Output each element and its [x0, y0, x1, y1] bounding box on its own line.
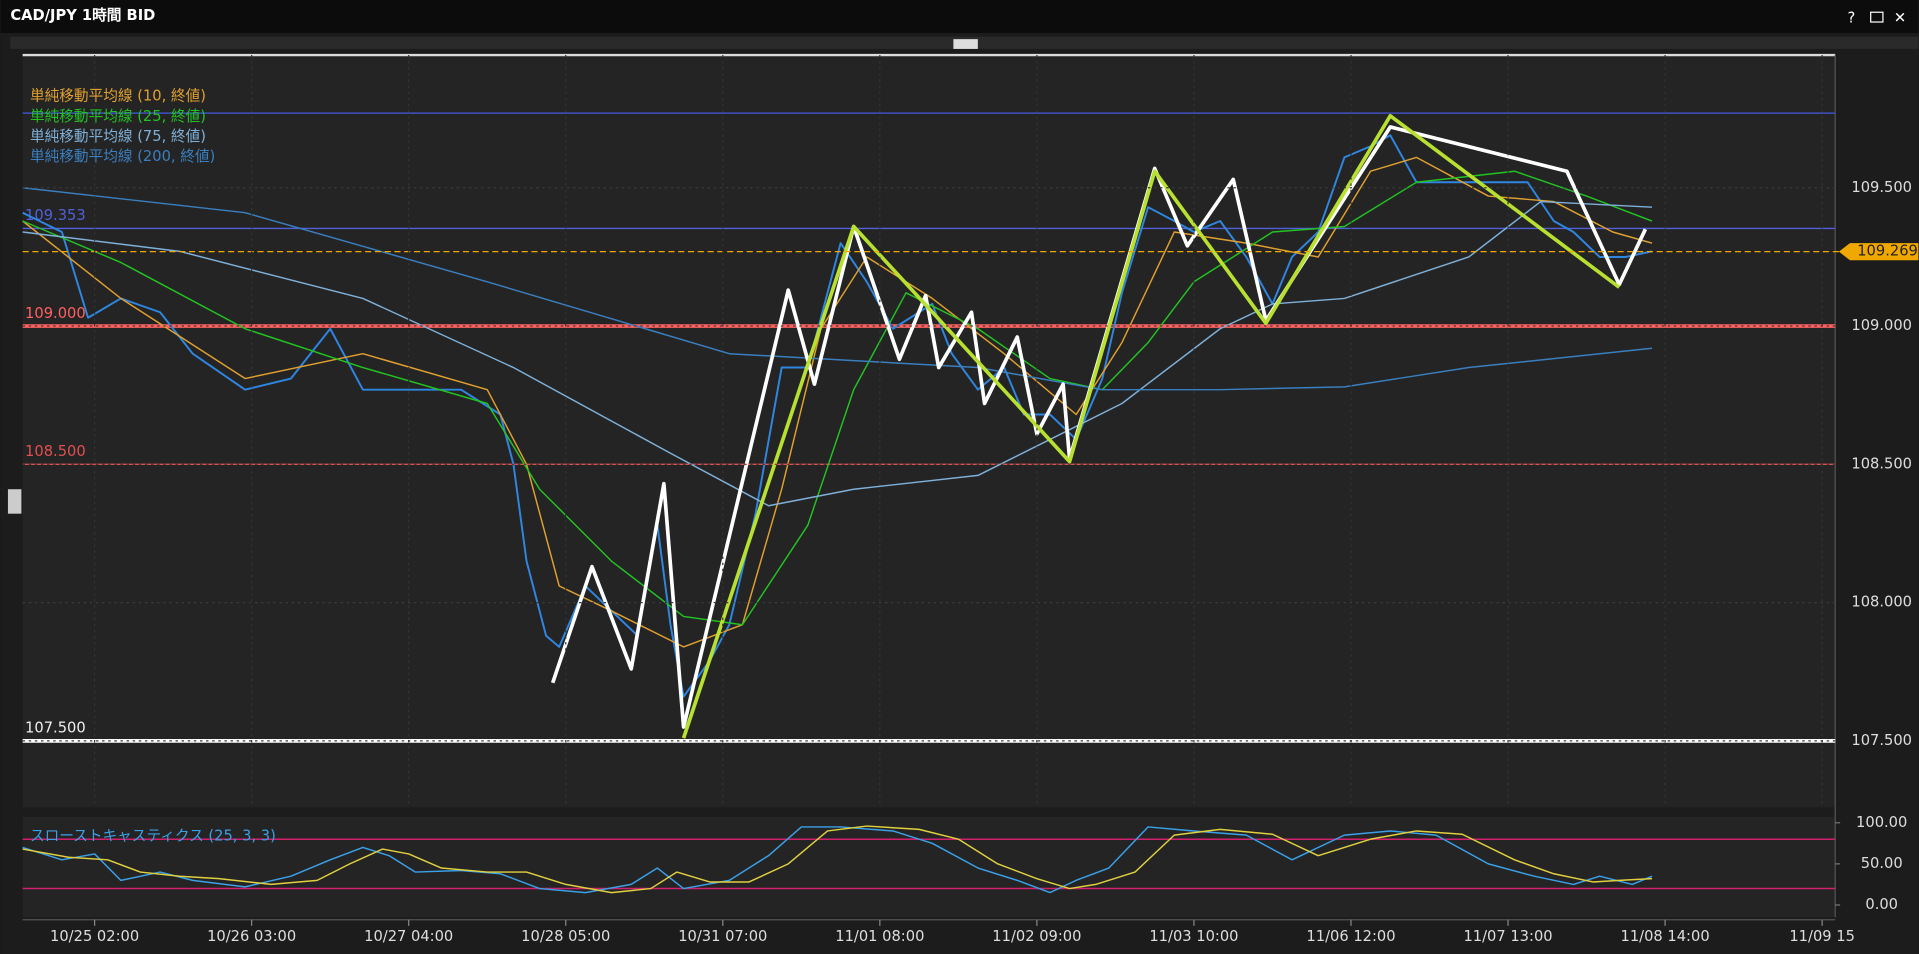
x-tick-label: 10/26 03:00 [207, 928, 296, 945]
x-tick-label: 11/02 09:00 [992, 928, 1081, 945]
legend-entry: 単純移動平均線 (10, 終値) [30, 88, 206, 105]
last-price-box [1838, 243, 1919, 261]
x-tick-label: 10/25 02:00 [50, 928, 139, 945]
x-tick-label: 11/09 15 [1789, 928, 1855, 945]
y-tick-label: 0.00 [1865, 896, 1898, 913]
x-tick-label: 10/27 04:00 [364, 928, 453, 945]
series-line [22, 170, 1653, 626]
series-line [22, 826, 1653, 894]
window-title: CAD/JPY 1時間 BID [10, 6, 155, 24]
main-plot [22, 55, 1836, 808]
series-line [22, 825, 1653, 894]
legend-entry: 単純移動平均線 (200, 終値) [30, 148, 215, 165]
y-tick-label: 108.500 [1851, 455, 1912, 472]
close-button[interactable]: ✕ [1894, 9, 1906, 26]
level-label: 109.353 [25, 207, 86, 224]
x-tick-label: 10/28 05:00 [521, 928, 610, 945]
maximize-button[interactable] [1870, 11, 1884, 23]
help-button[interactable]: ? [1847, 9, 1855, 26]
series-line [22, 187, 1653, 391]
y-tick-label: 109.000 [1851, 317, 1912, 334]
y-tick-label: 109.500 [1851, 179, 1912, 196]
level-label: 107.500 [25, 720, 86, 737]
collapse-button[interactable] [953, 39, 978, 49]
y-tick-label: 107.500 [1851, 732, 1912, 749]
x-tick-label: 11/07 13:00 [1463, 928, 1552, 945]
last-price-label: 109.269 [1857, 243, 1918, 260]
series-line [22, 200, 1653, 507]
x-tick-label: 11/01 08:00 [835, 928, 924, 945]
y-tick-label: 100.00 [1856, 814, 1907, 831]
y-tick-label: 108.000 [1851, 594, 1912, 611]
indicator-title: スローストキャスティクス (25, 3, 3) [30, 828, 276, 845]
title-bar [0, 0, 1919, 34]
x-tick-label: 11/03 10:00 [1149, 928, 1238, 945]
level-label: 108.500 [25, 443, 86, 460]
x-tick-label: 11/06 12:00 [1306, 928, 1395, 945]
side-handle[interactable] [7, 489, 22, 514]
level-label: 109.000 [25, 305, 86, 322]
zigzag-line [681, 113, 1621, 739]
y-tick-label: 50.00 [1861, 855, 1903, 872]
x-tick-label: 11/08 14:00 [1621, 928, 1710, 945]
x-tick-label: 10/31 07:00 [678, 928, 767, 945]
legend-entry: 単純移動平均線 (25, 終値) [30, 108, 206, 125]
legend-entry: 単純移動平均線 (75, 終値) [30, 128, 206, 145]
